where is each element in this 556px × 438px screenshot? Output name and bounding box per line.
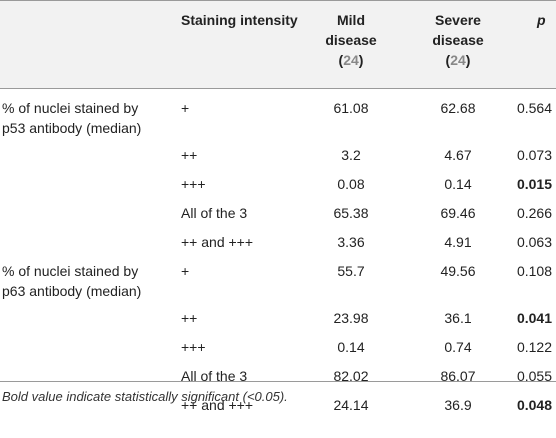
cell-p: 0.063 <box>516 234 552 250</box>
cell-severe: 4.91 <box>444 234 472 250</box>
cell-intensity: All of the 3 <box>181 205 248 221</box>
cell-intensity: + <box>181 100 190 116</box>
cell-p: 0.122 <box>516 339 552 355</box>
cell-severe: 49.56 <box>440 263 476 279</box>
cell-mild: 82.02 <box>333 368 369 384</box>
header-p: p <box>537 12 546 28</box>
cell-p: 0.015 <box>516 176 552 192</box>
cell-p: 0.266 <box>516 205 552 221</box>
top-rule <box>0 0 556 1</box>
header-severe-count: (24) <box>445 52 471 68</box>
table-header <box>0 0 556 88</box>
cell-mild: 0.08 <box>337 176 365 192</box>
cell-mild: 61.08 <box>333 100 369 116</box>
cell-mild: 0.14 <box>337 339 365 355</box>
cell-mild: 3.36 <box>337 234 365 250</box>
cell-p: 0.055 <box>516 368 552 384</box>
cell-severe: 4.67 <box>444 147 472 163</box>
header-mild-line2: disease <box>325 32 377 48</box>
cell-mild: 65.38 <box>333 205 369 221</box>
cell-severe: 86.07 <box>440 368 476 384</box>
header-mild-count: (24) <box>338 52 364 68</box>
cell-intensity: ++ <box>181 147 198 163</box>
cell-severe: 36.1 <box>444 310 472 326</box>
group-label-line1: % of nuclei stained by <box>2 100 139 116</box>
group-label-line2: p53 antibody (median) <box>2 120 142 136</box>
cell-p: 0.073 <box>516 147 552 163</box>
header-staining-intensity: Staining intensity <box>181 12 298 28</box>
footnote: Bold value indicate statistically signif… <box>2 389 288 404</box>
cell-mild: 24.14 <box>333 397 369 413</box>
cell-p: 0.108 <box>516 263 552 279</box>
cell-severe: 0.14 <box>444 176 472 192</box>
header-severe-line1: Severe <box>435 12 481 28</box>
cell-severe: 0.74 <box>444 339 472 355</box>
cell-intensity: +++ <box>181 176 206 192</box>
cell-mild: 55.7 <box>337 263 365 279</box>
cell-p: 0.041 <box>516 310 552 326</box>
cell-intensity: ++ and +++ <box>181 397 254 413</box>
group-label-line2: p63 antibody (median) <box>2 283 142 299</box>
header-rule <box>0 88 556 89</box>
cell-intensity: All of the 3 <box>181 368 248 384</box>
header-mild-line1: Mild <box>337 12 365 28</box>
cell-intensity: +++ <box>181 339 206 355</box>
cell-p: 0.564 <box>516 100 552 116</box>
group-label-line1: % of nuclei stained by <box>2 263 139 279</box>
cell-p: 0.048 <box>516 397 552 413</box>
cell-severe: 69.46 <box>440 205 476 221</box>
cell-intensity: ++ <box>181 310 198 326</box>
cell-severe: 36.9 <box>444 397 472 413</box>
bottom-rule <box>0 381 556 382</box>
cell-severe: 62.68 <box>440 100 476 116</box>
cell-intensity: ++ and +++ <box>181 234 254 250</box>
cell-intensity: + <box>181 263 190 279</box>
header-severe-line2: disease <box>432 32 484 48</box>
cell-mild: 3.2 <box>341 147 361 163</box>
cell-mild: 23.98 <box>333 310 369 326</box>
